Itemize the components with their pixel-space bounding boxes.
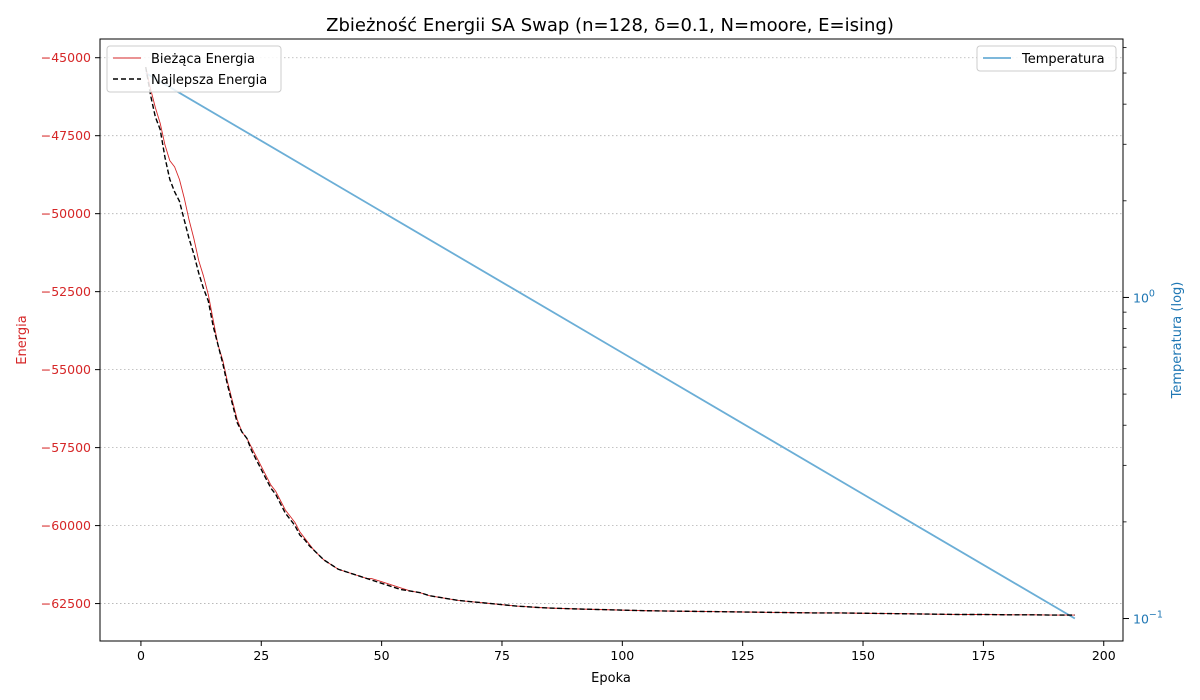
chart-title: Zbieżność Energii SA Swap (n=128, δ=0.1,… (326, 15, 894, 36)
series-layer (145, 66, 1076, 620)
y-left-tick-label: −47500 (41, 128, 91, 143)
plot-frame (99, 38, 1124, 642)
series-line-temperature (145, 72, 1076, 620)
x-tick-label: 50 (374, 648, 390, 663)
legend-temperature: Temperatura (976, 45, 1117, 72)
y-left-tick-label: −62500 (41, 596, 91, 611)
x-tick-label: 25 (253, 648, 269, 663)
legend-best-label: Najlepsza Energia (151, 73, 267, 88)
x-tick-label: 0 (137, 648, 145, 663)
y-left-tick-label: −52500 (41, 284, 91, 299)
x-tick-label: 100 (610, 648, 634, 663)
x-axis-label: Epoka (591, 671, 631, 686)
y-right-tick-label: 10−1 (1133, 610, 1163, 627)
axes-layer: 0 25 50 75 100 125 150 175 200 −45000 −47500 −50000… (41, 47, 1163, 663)
x-tick-label: 150 (851, 648, 875, 663)
x-tick-label: 200 (1092, 648, 1116, 663)
legend-temperature-label: Temperatura (1021, 52, 1105, 67)
legend-current-label: Bieżąca Energia (151, 52, 255, 67)
y-left-axis-label: Energia (15, 315, 30, 364)
x-tick-label: 75 (494, 648, 510, 663)
y-left-tick-label: −60000 (41, 518, 91, 533)
series-line-current (145, 66, 1075, 616)
y-left-tick-label: −45000 (41, 50, 91, 65)
x-tick-label: 175 (971, 648, 995, 663)
y-left-tick-label: −57500 (41, 440, 91, 455)
legend-right-box (976, 45, 1117, 72)
y-left-tick-label: −50000 (41, 206, 91, 221)
y-right-tick-label: 100 (1133, 288, 1155, 305)
legend-current-best: Bieżąca Energia Najlepsza Energia (106, 45, 282, 93)
y-right-axis-label: Temperatura (log) (1170, 282, 1185, 400)
series-line-best (145, 66, 1075, 616)
legend-left-box (106, 45, 282, 93)
grid-layer (100, 57, 1123, 604)
x-tick-label: 125 (731, 648, 755, 663)
y-left-tick-label: −55000 (41, 362, 91, 377)
